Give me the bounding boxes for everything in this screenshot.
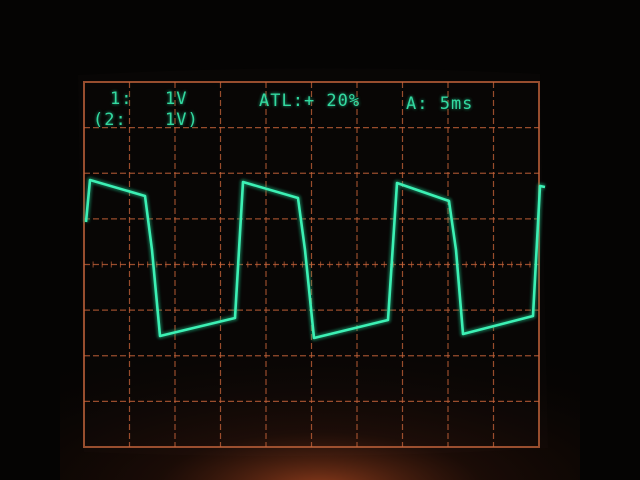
timebase-readout: A: 5ms [406, 94, 474, 114]
waveform-trace [83, 177, 546, 341]
channel-1-volts-per-div: 1V [165, 89, 188, 109]
trace-line [84, 178, 546, 340]
channel-1-label: 1: [110, 89, 133, 109]
channel-2-volts-per-div: 1V) [165, 110, 199, 130]
trigger-level-readout: ATL:+ 20% [259, 91, 361, 111]
channel-2-label: (2: [93, 110, 127, 130]
